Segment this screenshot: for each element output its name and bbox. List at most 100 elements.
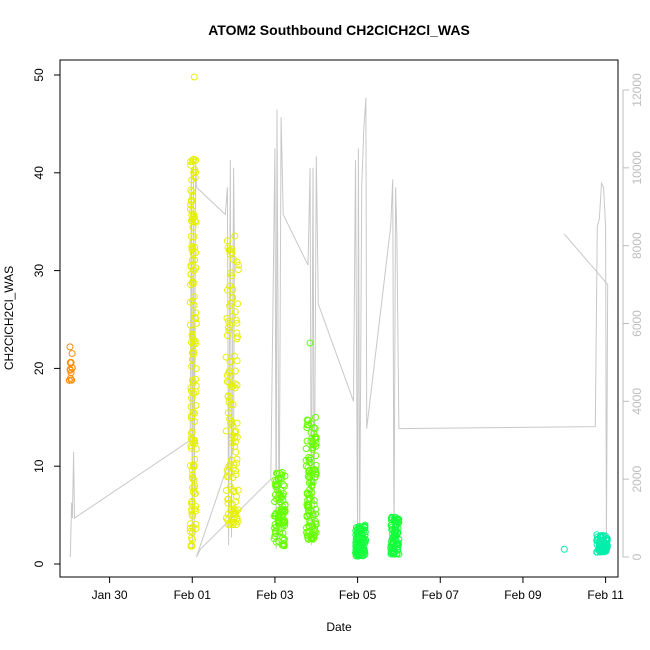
data-point-3-161 <box>392 523 399 531</box>
data-point-1-107 <box>192 365 200 373</box>
data-point-1-190 <box>222 427 230 435</box>
data-point-2-171 <box>312 413 319 421</box>
data-point-1-112 <box>191 455 199 463</box>
data-point-2-145 <box>302 445 310 453</box>
data-point-1-199 <box>233 258 241 266</box>
data-point-2-175 <box>311 433 319 441</box>
data-point-2-139 <box>311 527 319 535</box>
y2-tick-label-1: 2000 <box>630 465 644 492</box>
data-point-2-200 <box>306 339 314 347</box>
data-point-0-3 <box>66 343 74 351</box>
data-point-1-98 <box>189 471 197 479</box>
data-point-1-136 <box>191 436 199 444</box>
data-point-1-115 <box>190 336 198 344</box>
y2-tick-label-6: 12000 <box>630 73 644 107</box>
data-point-4-69 <box>601 541 609 549</box>
data-point-3-169 <box>389 534 397 542</box>
data-point-2-74 <box>271 520 279 528</box>
data-point-2-157 <box>304 463 312 471</box>
data-point-2-179 <box>306 511 313 519</box>
data-point-2-183 <box>304 501 312 509</box>
data-point-2-17 <box>271 532 279 540</box>
x-tick-label-1: Feb 01 <box>174 588 212 602</box>
y-tick-label-2: 20 <box>32 361 46 375</box>
x-tick-label-6: Feb 11 <box>587 588 624 602</box>
x-tick-label-4: Feb 07 <box>422 588 460 602</box>
y-tick-label-3: 30 <box>32 264 46 278</box>
data-point-2-193 <box>312 442 320 450</box>
data-point-2-38 <box>280 482 288 490</box>
data-point-2-88 <box>278 471 286 479</box>
data-point-2-77 <box>281 508 289 516</box>
data-point-1-65 <box>189 333 196 341</box>
data-point-1-233 <box>233 515 241 523</box>
data-point-0-11 <box>67 376 75 384</box>
data-point-1-238 <box>233 335 241 343</box>
data-point-1-91 <box>191 340 199 348</box>
data-point-1-177 <box>222 487 230 494</box>
data-point-1-241 <box>230 352 238 360</box>
altitude-trace-line <box>69 97 609 558</box>
data-point-1-256 <box>227 394 235 402</box>
data-point-2-185 <box>305 471 313 479</box>
data-point-1-252 <box>232 448 240 456</box>
data-point-1-114 <box>192 507 200 515</box>
data-point-1-124 <box>188 542 196 550</box>
data-point-2-76 <box>271 527 279 535</box>
data-point-2-86 <box>279 519 287 527</box>
data-point-1-41 <box>188 497 196 505</box>
data-point-3-163 <box>388 535 396 543</box>
data-point-2-155 <box>308 434 316 442</box>
data-point-1-215 <box>233 357 241 365</box>
data-point-1-253 <box>232 507 239 515</box>
data-point-1-116 <box>188 394 195 402</box>
data-point-1-90 <box>191 166 199 174</box>
data-point-1-251 <box>232 471 240 479</box>
data-point-1-96 <box>187 263 195 271</box>
data-point-1-80 <box>188 349 196 357</box>
data-point-1-72 <box>192 502 200 510</box>
data-point-4-70 <box>560 545 568 553</box>
data-point-1-121 <box>189 278 197 286</box>
data-point-1-185 <box>226 358 234 366</box>
y-tick-label-5: 50 <box>32 68 46 82</box>
data-point-1-225 <box>225 473 233 481</box>
data-point-2-80 <box>275 496 283 504</box>
data-point-1-44 <box>190 293 198 301</box>
data-point-1-105 <box>189 216 197 223</box>
data-point-2-85 <box>279 508 286 515</box>
axes-layer: Jan 30 Feb 01 Feb 03 Feb 05 Feb 07 Feb 09 Feb … <box>32 59 644 602</box>
y2-tick-label-4: 8000 <box>630 232 644 259</box>
data-point-1-39 <box>192 264 200 272</box>
data-point-1-237 <box>223 332 231 340</box>
data-point-1-168 <box>229 256 237 263</box>
y-tick-label-1: 10 <box>32 459 46 473</box>
data-point-1-28 <box>191 174 199 182</box>
data-point-1-159 <box>223 237 231 245</box>
data-point-2-191 <box>308 535 315 543</box>
data-point-2-72 <box>272 483 280 491</box>
data-point-1-183 <box>223 466 231 474</box>
data-point-1-120 <box>187 161 195 169</box>
data-point-3-87 <box>355 542 363 549</box>
y-tick-label-0: 0 <box>32 560 46 567</box>
data-point-1-260 <box>190 73 198 81</box>
data-point-1-17 <box>187 186 195 194</box>
data-point-1-130 <box>186 205 194 213</box>
data-point-1-212 <box>232 467 240 475</box>
x-tick-label-3: Feb 05 <box>339 588 377 602</box>
data-point-1-154 <box>232 316 240 324</box>
data-point-1-248 <box>228 439 236 447</box>
data-point-1-133 <box>189 244 197 252</box>
data-point-1-207 <box>231 384 239 392</box>
data-point-2-192 <box>312 529 320 537</box>
data-point-1-99 <box>190 418 198 426</box>
data-point-2-197 <box>306 494 314 502</box>
data-point-1-181 <box>228 272 236 280</box>
data-point-1-255 <box>228 249 236 257</box>
data-point-2-181 <box>312 520 320 528</box>
data-point-2-135 <box>310 497 318 504</box>
data-point-1-211 <box>231 367 239 375</box>
series-0 <box>65 343 76 384</box>
